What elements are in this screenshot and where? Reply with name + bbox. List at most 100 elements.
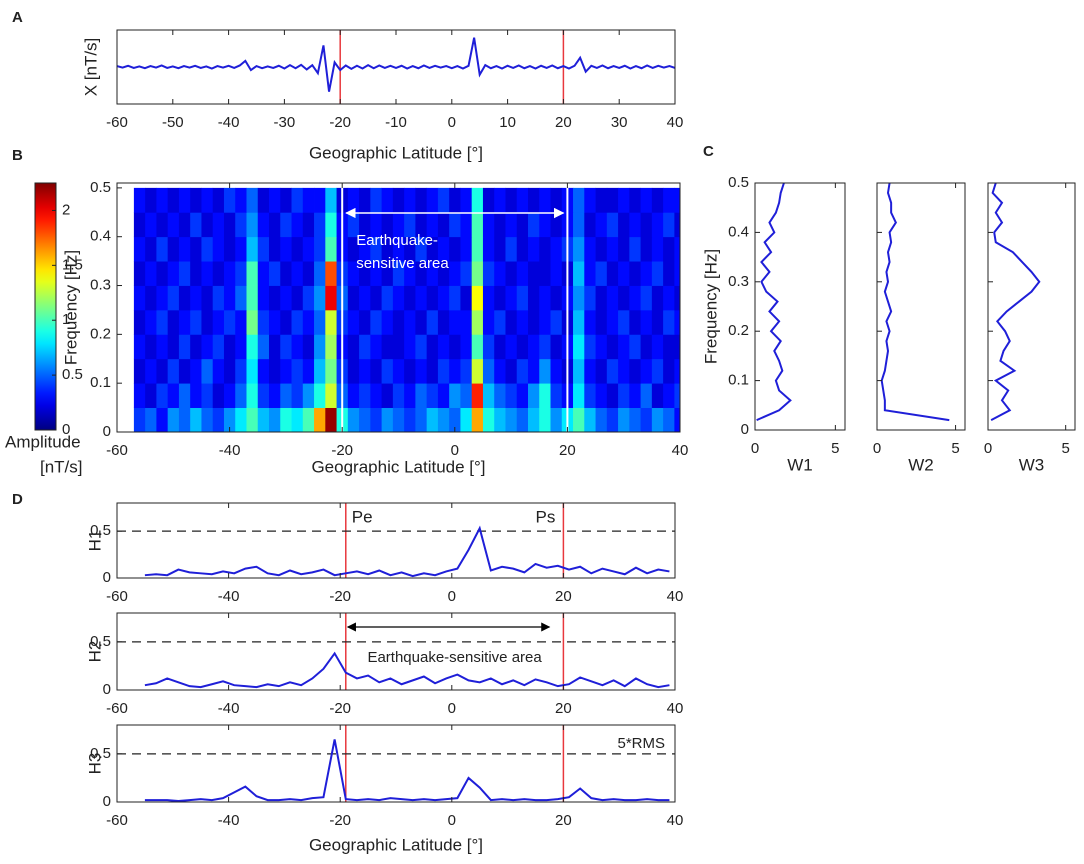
heat-cell — [359, 358, 371, 384]
heat-cell — [595, 212, 608, 238]
heat-cell — [223, 236, 236, 262]
heat-cell — [573, 261, 585, 286]
heat-cell — [381, 261, 394, 286]
heat-cell — [471, 334, 484, 360]
heat-cell — [370, 212, 383, 238]
heat-cell — [347, 358, 360, 384]
heat-cell — [257, 212, 270, 238]
y-axis-label: Frequency [Hz] — [701, 249, 720, 364]
heat-cell — [629, 358, 641, 384]
heat-cell — [640, 212, 653, 238]
heat-cell — [426, 334, 439, 360]
heat-cell — [370, 285, 383, 311]
heat-cell — [145, 285, 157, 311]
heat-cell — [516, 261, 529, 286]
x-tick-label: -20 — [329, 700, 351, 717]
heat-cell — [505, 212, 518, 238]
heat-cell — [584, 261, 596, 286]
heat-cell — [663, 261, 675, 286]
heat-cell — [370, 261, 383, 286]
heat-cell — [539, 236, 551, 262]
heat-cell — [415, 309, 428, 335]
x-tick-label: 0 — [451, 442, 459, 459]
heat-cell — [460, 236, 473, 262]
heat-cell — [212, 407, 225, 432]
heat-cell — [156, 236, 169, 262]
colorbar-tick-label: 0.5 — [62, 366, 83, 383]
heat-cell — [618, 261, 630, 286]
heat-cell — [404, 407, 416, 432]
x-tick-label: -40 — [219, 442, 241, 459]
heat-cell — [167, 187, 180, 213]
heat-cell — [404, 187, 416, 213]
axes-frame — [116, 724, 676, 803]
heat-cell — [291, 383, 304, 408]
heat-cell — [359, 285, 371, 311]
heat-cell — [426, 261, 439, 286]
heat-cell — [291, 334, 304, 360]
plot-area — [133, 183, 680, 432]
heat-cell — [516, 187, 529, 213]
heat-cell — [606, 358, 619, 384]
heat-cell — [674, 236, 680, 262]
heat-cell — [651, 261, 664, 286]
heat-cell — [460, 358, 473, 384]
heat-cell — [651, 309, 664, 335]
heat-cell — [212, 309, 225, 335]
heat-cell — [640, 334, 653, 360]
heat-cell — [133, 285, 146, 311]
heat-cell — [359, 236, 371, 262]
heat-cell — [190, 261, 202, 286]
heat-cell — [381, 236, 394, 262]
heat-cell — [674, 407, 680, 432]
heat-cell — [550, 309, 563, 335]
heat-cell — [156, 187, 169, 213]
heat-cell — [302, 212, 315, 238]
heat-cell — [651, 407, 664, 432]
heat-cell — [392, 212, 405, 238]
heat-cell — [404, 236, 416, 262]
heat-cell — [437, 358, 450, 384]
heat-cell — [223, 407, 236, 432]
heat-cell — [291, 261, 304, 286]
heat-cell — [606, 407, 619, 432]
heat-cell — [404, 309, 416, 335]
heat-cell — [347, 285, 360, 311]
heat-cell — [606, 187, 619, 213]
heat-cell — [325, 383, 337, 408]
heat-cell — [280, 358, 292, 384]
axes-frame — [116, 612, 676, 691]
heat-cell — [201, 358, 214, 384]
heat-cell — [573, 334, 585, 360]
heat-cell — [527, 236, 540, 262]
heat-cell — [404, 383, 416, 408]
x-tick-label: 20 — [555, 812, 572, 829]
heat-cell — [573, 236, 585, 262]
heat-cell — [505, 407, 518, 432]
heat-cell — [280, 285, 292, 311]
heat-cell — [606, 236, 619, 262]
heat-cell — [359, 334, 371, 360]
heat-cell — [167, 309, 180, 335]
heat-cell — [618, 383, 630, 408]
y-tick-label: 0.5 — [90, 522, 111, 539]
heat-cell — [674, 334, 680, 360]
colorbar-tick-label: 1 — [62, 311, 70, 328]
heat-cell — [437, 334, 450, 360]
heat-cell — [663, 309, 675, 335]
heat-cell — [460, 383, 473, 408]
y-axis-label: H2 — [85, 641, 104, 663]
heat-cell — [404, 212, 416, 238]
heat-cell — [201, 407, 214, 432]
heat-cell — [347, 212, 360, 238]
heat-cell — [426, 236, 439, 262]
heat-cell — [223, 334, 236, 360]
x-tick-label: 20 — [555, 588, 572, 605]
heat-cell — [145, 407, 157, 432]
heat-cell — [471, 212, 484, 238]
heat-cell — [314, 358, 326, 384]
heat-cell — [280, 334, 292, 360]
heat-cell — [133, 236, 146, 262]
heat-cell — [178, 285, 191, 311]
